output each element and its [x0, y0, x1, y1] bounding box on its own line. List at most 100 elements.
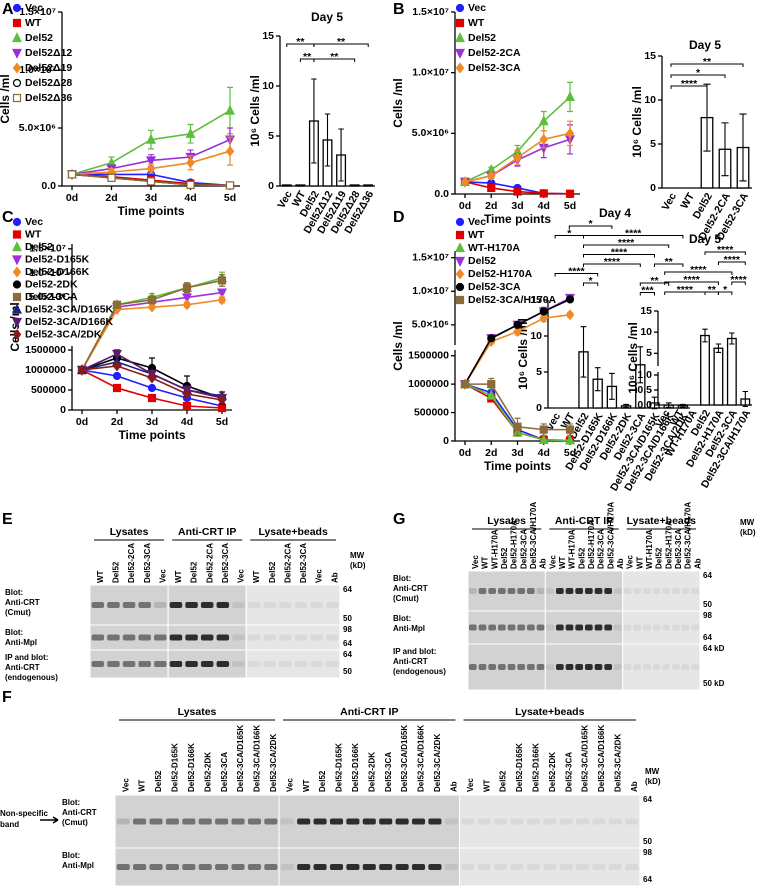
mw-marker: 50 — [643, 837, 652, 846]
lane-label: Del52-3CA/D166K — [253, 725, 262, 792]
mw-marker: 64 — [703, 633, 712, 642]
significance-label: * — [589, 275, 594, 287]
row-label: IP and blot: — [5, 653, 48, 662]
blot-band — [247, 818, 262, 825]
blot-band — [231, 818, 245, 825]
blot-band — [526, 818, 540, 825]
blot-band — [247, 634, 261, 641]
legend-symbol — [12, 18, 22, 28]
legend-symbol — [455, 3, 465, 13]
error-bar — [609, 372, 615, 400]
blot-band — [107, 634, 120, 641]
mw-marker: 64 — [343, 650, 352, 659]
blot-band — [652, 664, 661, 670]
data-point — [112, 371, 122, 381]
blot-band — [294, 661, 308, 667]
legend-label: Del52 — [25, 32, 53, 44]
blot-band — [536, 624, 545, 631]
blot-band — [608, 864, 622, 870]
blot-band — [280, 864, 294, 870]
y-axis-title: 10⁶ Cells /ml — [516, 318, 530, 390]
lane-label: Del52-3CA — [674, 529, 683, 569]
blot-band — [584, 624, 593, 631]
legend-label: Del52-3CA — [25, 291, 78, 303]
x-tick-label: 3d — [511, 200, 523, 212]
blot-band — [510, 818, 524, 825]
significance-bracket — [554, 273, 599, 277]
x-tick-label: 4d — [184, 192, 196, 204]
legend-symbol — [12, 3, 22, 13]
legend-label: WT — [468, 229, 485, 241]
significance-label: *** — [641, 284, 654, 296]
lane-label: Del52-3CA — [221, 543, 230, 583]
blot-band — [297, 864, 311, 870]
blot-band — [185, 634, 198, 641]
y-tick-label: 0 — [443, 435, 449, 447]
data-point — [513, 187, 522, 196]
blot-band — [91, 661, 105, 667]
blot-band — [200, 634, 214, 641]
data-point — [112, 349, 122, 360]
significance-label: **** — [677, 284, 694, 296]
blot-band — [232, 602, 245, 608]
blot-band — [594, 588, 603, 594]
significance-bracket — [731, 281, 746, 285]
lane-label: Del52-3CA — [564, 752, 573, 792]
row-label: Anti-CRT — [393, 657, 428, 666]
lane-label: WT — [302, 779, 311, 792]
error-bar — [729, 332, 735, 345]
significance-label: * — [567, 227, 572, 239]
significance-bracket — [717, 291, 733, 295]
blot-band — [662, 624, 671, 631]
row-label: Blot: — [5, 588, 23, 597]
lane-label: Del52-3CA — [299, 543, 308, 583]
row-label: Anti-CRT — [5, 598, 40, 607]
blot-band — [526, 624, 535, 631]
lane-label: Vec — [315, 569, 324, 583]
data-point — [460, 176, 470, 188]
x-tick-label: 2d — [105, 192, 117, 204]
section-title: Anti-CRT IP — [555, 515, 613, 527]
significance-bracket — [568, 225, 613, 229]
blot-band — [488, 624, 497, 631]
legend-symbol — [12, 230, 22, 239]
blot-band — [379, 818, 393, 825]
data-point — [217, 276, 227, 285]
data-point — [146, 177, 156, 186]
lane-label: Vec — [626, 555, 635, 569]
chart-title: Day 5 — [311, 10, 343, 24]
lane-label: Del52-3CA/D165K — [581, 725, 590, 792]
blot-band — [297, 818, 311, 825]
blot-band — [185, 602, 198, 608]
legend-label: WT — [468, 17, 485, 29]
blot-band — [592, 818, 606, 825]
data-point — [147, 393, 157, 403]
blot-band — [608, 818, 622, 825]
mw-title: (kD) — [645, 777, 661, 786]
row-label: Anti-CRT — [393, 584, 428, 593]
blot-band — [604, 664, 613, 670]
blot-band — [215, 818, 229, 825]
significance-label: **** — [717, 244, 734, 256]
data-point — [112, 383, 122, 393]
mw-marker: 98 — [343, 625, 352, 634]
y-axis-title: 10⁶ Cells /ml — [626, 322, 640, 394]
significance-label: **** — [730, 274, 747, 286]
y-tick-label: 5.0×10⁶ — [29, 291, 66, 303]
data-point — [513, 152, 522, 164]
lane-label: Del52-D165K — [515, 743, 524, 792]
legend-label: WT-H170A — [468, 242, 520, 254]
significance-label: **** — [618, 237, 635, 249]
blot-band — [625, 864, 639, 870]
error-bar — [651, 396, 658, 410]
legend-symbol — [12, 317, 22, 328]
mw-title: (kD) — [350, 561, 366, 570]
blot-band — [263, 634, 276, 641]
annotation-arrow — [40, 816, 59, 824]
data-point — [186, 157, 195, 169]
y-tick-label: 0 — [536, 402, 542, 414]
significance-bracket — [664, 271, 733, 275]
legend-label: Del52Δ28 — [25, 77, 72, 89]
lane-label: Del52-3CA/D166K — [417, 725, 426, 792]
blot-band — [428, 864, 442, 870]
